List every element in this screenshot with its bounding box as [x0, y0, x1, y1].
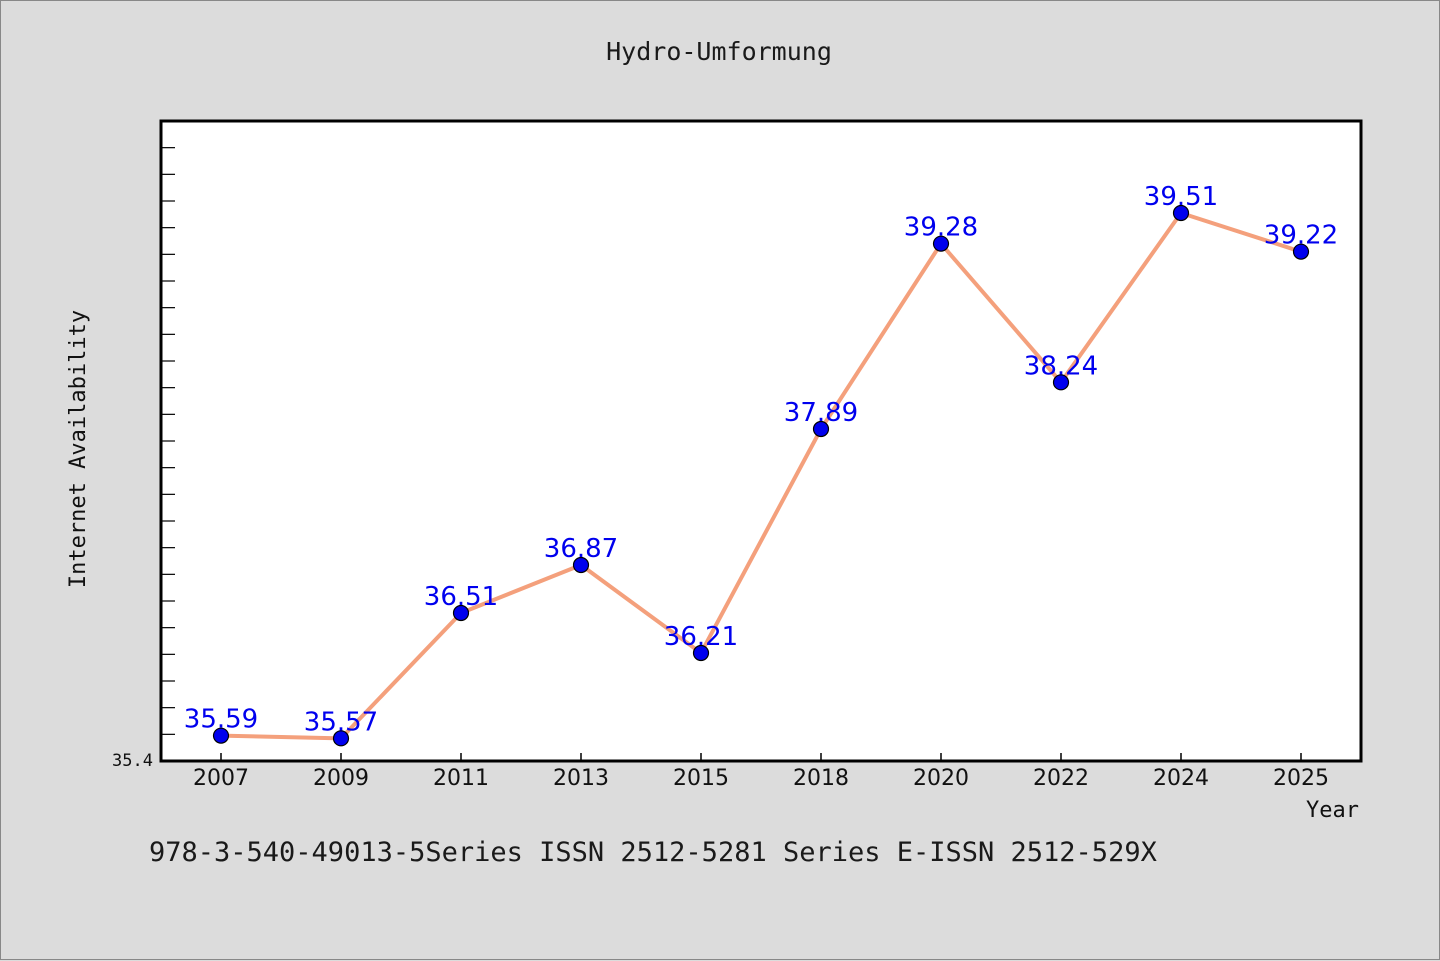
data-label: 39.51 — [1144, 182, 1218, 212]
data-label: 36.87 — [544, 534, 618, 564]
x-tick-label: 2007 — [193, 766, 249, 791]
x-tick-label: 2009 — [313, 766, 369, 791]
data-point-marker — [332, 730, 350, 747]
series-lines — [219, 211, 1303, 741]
y-axis-title: Internet Availability — [66, 310, 91, 588]
x-tick-label: 2015 — [673, 766, 729, 791]
chart-title: Hydro-Umformung — [606, 37, 832, 66]
y-tick-label: 35.4 — [112, 751, 153, 771]
x-tick-label: 2024 — [1153, 766, 1209, 791]
data-point-marker — [1052, 374, 1070, 391]
data-point-marker — [1292, 243, 1310, 260]
x-tick-labels: 2007 2009 2011 2013 2015 2018 2020 2022 2024 2025 — [193, 766, 1329, 791]
plot-area — [161, 121, 1361, 761]
x-tick-label: 2011 — [433, 766, 489, 791]
series-data-labels: 35.59 35.57 36.51 36.87 36.21 37.89 39.28 38.24… — [184, 182, 1338, 737]
data-point-marker — [932, 235, 950, 252]
data-label: 39.22 — [1264, 221, 1338, 251]
x-axis-title: Year — [1306, 798, 1359, 823]
plot-border — [159, 119, 1363, 763]
y-minor-ticks — [161, 147, 175, 735]
data-point-marker — [212, 727, 230, 744]
x-tick-label: 2020 — [913, 766, 969, 791]
footer-isbn-text: 978-3-540-49013-5Series ISSN 2512-5281 S… — [149, 837, 1157, 868]
data-point-marker — [812, 420, 830, 438]
x-tick-label: 2025 — [1273, 766, 1329, 791]
data-point-marker — [452, 604, 470, 622]
data-point-marker — [1172, 204, 1190, 222]
data-label: 35.59 — [184, 705, 258, 735]
series-line — [219, 211, 1303, 741]
x-tick-label: 2022 — [1033, 766, 1089, 791]
data-point-marker — [572, 556, 590, 574]
data-label: 37.89 — [784, 398, 858, 428]
data-point-marker — [692, 644, 710, 662]
series-markers — [212, 204, 1310, 747]
data-label: 36.21 — [664, 622, 738, 652]
data-label: 39.28 — [904, 213, 978, 243]
y-tick-labels: 35.4 — [112, 751, 153, 771]
data-label: 36.51 — [424, 582, 498, 612]
data-label: 35.57 — [304, 707, 378, 737]
x-tick-label: 2018 — [793, 766, 849, 791]
data-label: 38.24 — [1024, 351, 1098, 381]
x-tick-label: 2013 — [553, 766, 609, 791]
